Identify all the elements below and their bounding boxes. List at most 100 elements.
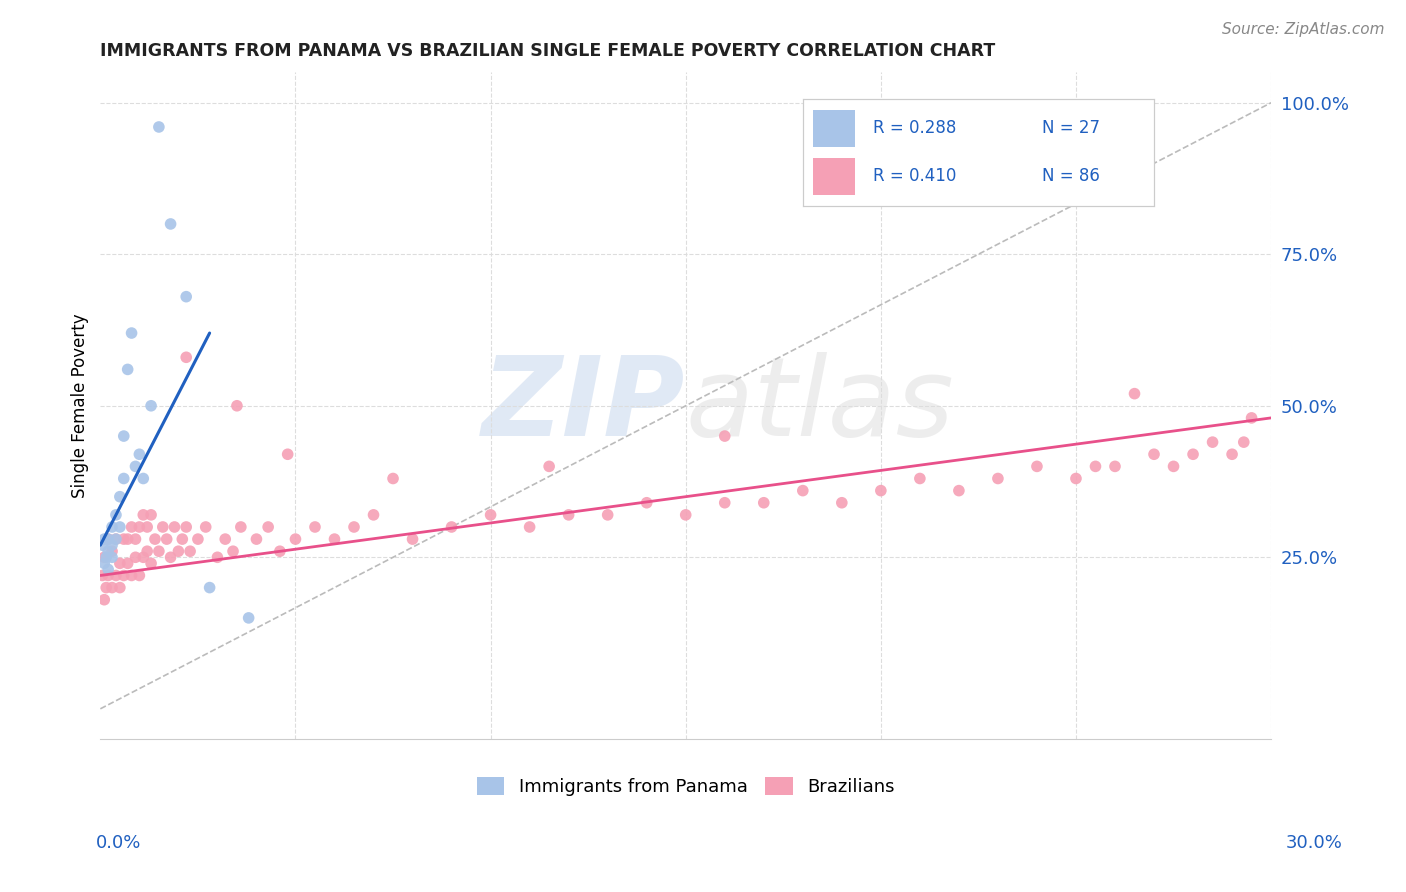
Text: ZIP: ZIP: [482, 352, 686, 459]
Point: [1163, 459, 1185, 474]
Point: [596, 508, 619, 522]
Point: [343, 520, 366, 534]
Point: [277, 447, 299, 461]
Point: [104, 532, 127, 546]
Point: [136, 520, 159, 534]
Point: [104, 532, 127, 546]
Point: [117, 557, 139, 571]
Text: IMMIGRANTS FROM PANAMA VS BRAZILIAN SINGLE FEMALE POVERTY CORRELATION CHART: IMMIGRANTS FROM PANAMA VS BRAZILIAN SING…: [100, 42, 995, 60]
Point: [1233, 435, 1256, 450]
Point: [159, 550, 181, 565]
Point: [97, 568, 120, 582]
Point: [96, 550, 118, 565]
Point: [148, 120, 170, 134]
Point: [152, 520, 174, 534]
Point: [987, 471, 1010, 485]
Point: [1201, 435, 1223, 450]
Point: [1104, 459, 1126, 474]
Point: [908, 471, 931, 485]
Point: [440, 520, 463, 534]
Point: [1240, 410, 1263, 425]
Point: [121, 326, 143, 340]
Text: 30.0%: 30.0%: [1286, 834, 1343, 852]
Point: [91, 568, 114, 582]
Point: [179, 544, 201, 558]
Point: [136, 544, 159, 558]
Point: [519, 520, 541, 534]
Point: [156, 532, 179, 546]
Point: [117, 532, 139, 546]
Point: [1220, 447, 1243, 461]
Point: [557, 508, 579, 522]
Point: [132, 550, 155, 565]
Point: [229, 520, 252, 534]
Point: [174, 290, 197, 304]
Point: [257, 520, 280, 534]
Point: [101, 544, 124, 558]
Point: [143, 532, 166, 546]
Text: Source: ZipAtlas.com: Source: ZipAtlas.com: [1222, 22, 1385, 37]
Point: [304, 520, 326, 534]
Point: [101, 581, 124, 595]
Point: [1084, 459, 1107, 474]
Point: [104, 508, 127, 522]
Point: [831, 496, 853, 510]
Point: [1064, 471, 1087, 485]
Text: 0.0%: 0.0%: [96, 834, 141, 852]
Point: [401, 532, 423, 546]
Point: [226, 399, 249, 413]
Point: [752, 496, 775, 510]
Point: [382, 471, 405, 485]
Point: [948, 483, 970, 498]
Point: [108, 490, 131, 504]
Point: [194, 520, 217, 534]
Point: [97, 532, 120, 546]
Point: [167, 544, 190, 558]
Point: [222, 544, 245, 558]
Point: [128, 520, 150, 534]
Point: [124, 459, 146, 474]
Point: [96, 581, 118, 595]
Point: [1182, 447, 1205, 461]
Point: [1123, 386, 1146, 401]
Point: [139, 399, 162, 413]
Point: [128, 568, 150, 582]
Point: [172, 532, 194, 546]
Point: [112, 471, 135, 485]
Point: [139, 508, 162, 522]
Point: [97, 532, 120, 546]
Point: [124, 532, 146, 546]
Point: [284, 532, 307, 546]
Point: [101, 520, 124, 534]
Point: [159, 217, 181, 231]
Point: [139, 557, 162, 571]
Point: [97, 562, 120, 576]
Point: [97, 544, 120, 558]
Point: [323, 532, 346, 546]
Point: [117, 362, 139, 376]
Point: [93, 592, 115, 607]
Point: [713, 496, 735, 510]
Point: [101, 550, 124, 565]
Point: [214, 532, 236, 546]
Point: [198, 581, 221, 595]
Point: [713, 429, 735, 443]
Point: [121, 568, 143, 582]
Point: [108, 557, 131, 571]
Point: [112, 568, 135, 582]
Point: [269, 544, 291, 558]
Point: [363, 508, 385, 522]
Point: [108, 520, 131, 534]
Point: [132, 508, 155, 522]
Point: [1026, 459, 1049, 474]
Point: [121, 520, 143, 534]
Point: [479, 508, 502, 522]
Point: [187, 532, 209, 546]
Point: [104, 568, 127, 582]
Point: [132, 471, 155, 485]
Point: [245, 532, 267, 546]
Point: [93, 557, 115, 571]
Point: [93, 550, 115, 565]
Point: [792, 483, 814, 498]
Point: [1143, 447, 1166, 461]
